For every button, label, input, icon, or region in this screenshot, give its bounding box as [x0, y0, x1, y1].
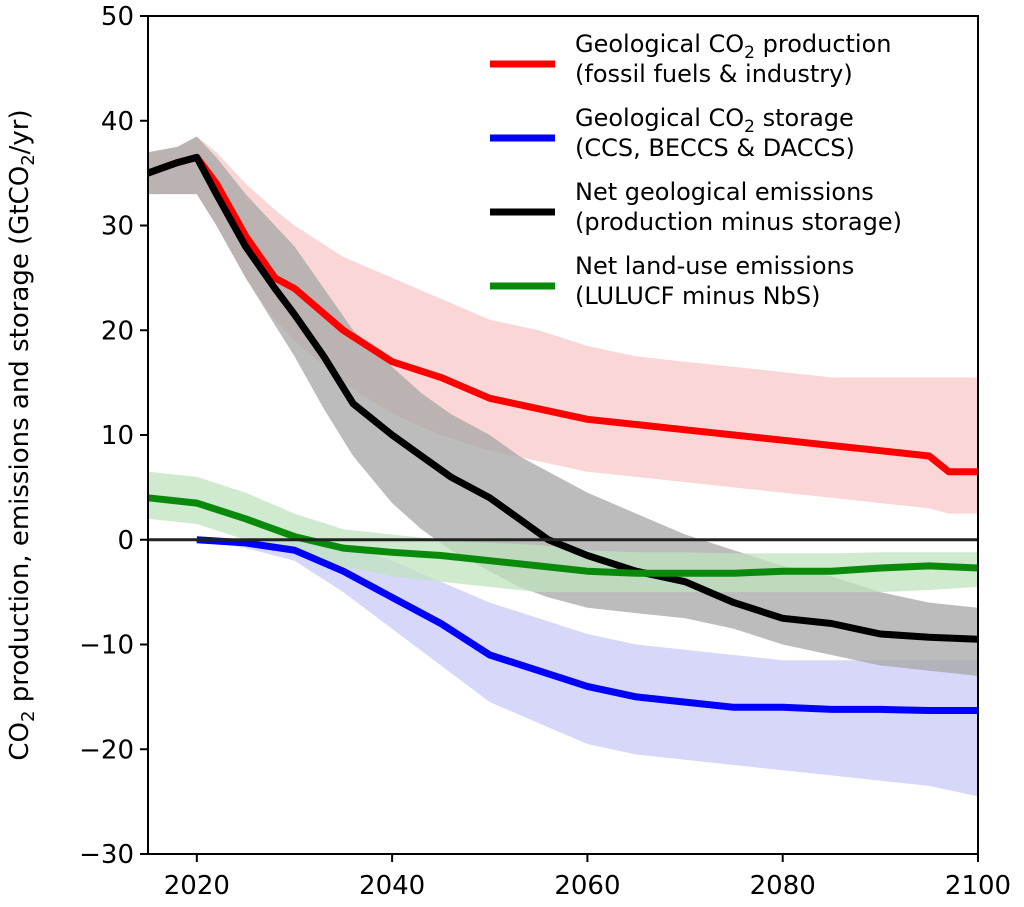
y-axis-label: CO2 production, emissions and storage (G… [5, 109, 39, 760]
series-band-1 [196, 539, 979, 797]
legend-label: Geological CO2 storage [575, 104, 854, 137]
y-tick-label: 0 [117, 526, 134, 556]
y-axis-label-part: CO [5, 722, 35, 761]
series-line-2 [146, 153, 979, 643]
y-axis-label-part: 2 [18, 154, 39, 165]
y-tick-label: −20 [79, 735, 134, 765]
y-tick-label: 20 [101, 316, 134, 346]
x-tick-label: 2080 [750, 871, 816, 901]
series-line-1 [196, 536, 978, 714]
y-axis-label-part: /yr) [5, 109, 35, 154]
x-tick-label: 2100 [945, 871, 1011, 901]
y-axis-label-part: 2 [18, 711, 39, 722]
y-tick-label: 10 [101, 421, 134, 451]
legend-label-detail: (LULUCF minus NbS) [575, 282, 820, 310]
y-tick-label: 50 [101, 2, 134, 32]
series-band-0 [148, 136, 978, 514]
legend-label-detail: (production minus storage) [575, 208, 902, 236]
x-tick-label: 2020 [164, 871, 230, 901]
x-axis: 2020 2040 2060 2080 2100 [164, 854, 1011, 901]
x-tick-label: 2060 [554, 871, 620, 901]
legend-label-detail: (CCS, BECCS & DACCS) [575, 134, 855, 162]
y-tick-label: 40 [101, 107, 134, 137]
x-tick-label: 2040 [359, 871, 425, 901]
y-tick-label: 30 [101, 212, 134, 242]
y-tick-label: −10 [79, 631, 134, 661]
series-lines [146, 153, 979, 714]
legend-label: Net geological emissions [575, 178, 874, 206]
y-tick-label: −30 [79, 840, 134, 870]
y-axis: 50 40 30 20 10 0 −10 −20 −30 [79, 2, 148, 870]
series-line-0 [146, 153, 978, 476]
legend-label-detail: (fossil fuels & industry) [575, 60, 853, 88]
y-axis-label-part: production, emissions and storage (GtCO [5, 166, 35, 711]
legend-label: Net land-use emissions [575, 252, 854, 280]
series-band-3 [148, 471, 978, 593]
legend-label: Geological CO2 production [575, 30, 891, 63]
series-line-3 [147, 494, 979, 577]
legend: Geological CO2 production(fossil fuels &… [490, 30, 902, 310]
